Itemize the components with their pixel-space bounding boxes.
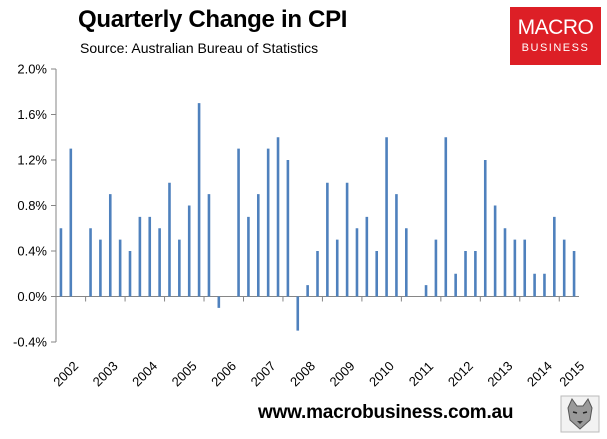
bar [454, 273, 457, 297]
macrobusiness-logo[interactable]: MACRO BUSINESS [510, 7, 601, 65]
bar [375, 251, 379, 297]
x-tick-label: 2010 [366, 358, 397, 389]
bar [533, 273, 536, 297]
bar [355, 228, 359, 297]
bar [444, 137, 448, 297]
bar [276, 137, 280, 297]
bar [562, 239, 566, 297]
bar [148, 216, 152, 297]
bar [256, 194, 260, 297]
bar [474, 251, 477, 297]
bar [523, 239, 527, 297]
y-tick-label: 1.6% [17, 107, 47, 122]
chart-subtitle: Source: Australian Bureau of Statistics [80, 40, 319, 56]
x-tick-label: 2002 [50, 358, 81, 389]
bar [434, 239, 438, 297]
y-tick-label: 0.4% [17, 244, 47, 259]
bar [424, 285, 428, 297]
bar [513, 239, 517, 297]
bar [464, 251, 467, 297]
bar [217, 296, 221, 308]
bar [306, 285, 309, 297]
bar [168, 182, 171, 297]
bar [178, 239, 181, 297]
bar [543, 273, 546, 297]
x-tick-label: 2008 [287, 358, 318, 389]
bar [326, 182, 329, 297]
bar [89, 228, 92, 297]
x-axis: 2002 2003 2004 2005 2006 2007 2008 2009 2010 2011… [50, 296, 587, 389]
bar [187, 205, 191, 297]
bar [335, 239, 339, 297]
x-tick-label: 2015 [556, 358, 587, 389]
bar [365, 216, 369, 297]
bar [316, 251, 319, 297]
x-tick-label: 2014 [524, 358, 555, 389]
bar [138, 216, 142, 297]
bar [385, 137, 388, 297]
y-tick-label: 0.0% [17, 289, 47, 304]
bar [197, 103, 201, 297]
bar [158, 228, 161, 297]
logo-text-business: BUSINESS [521, 42, 590, 54]
bar [207, 194, 211, 297]
bars [59, 103, 576, 331]
cpi-bar-chart: 2.0%1.6%1.2%0.8%0.4%0.0%-0.4% 2002 2003 20… [13, 62, 587, 390]
bar [493, 205, 497, 297]
x-tick-label: 2009 [327, 358, 358, 389]
logo-text-macro: MACRO [517, 16, 594, 39]
bar [483, 160, 487, 297]
bar [247, 216, 250, 297]
x-tick-label: 2004 [129, 358, 160, 389]
bar [286, 160, 290, 297]
chart-title: Quarterly Change in CPI [78, 6, 348, 33]
bar [503, 228, 507, 297]
bar [266, 148, 270, 297]
x-tick-label: 2003 [90, 358, 121, 389]
bar [69, 148, 73, 297]
y-axis: 2.0% 1.6% 1.2% 0.8% 0.4% 0.0% -0.4% [13, 62, 57, 350]
x-tick-label: 2011 [406, 359, 436, 389]
y-tick-label: 1.2% [17, 153, 47, 168]
x-tick-label: 2012 [445, 358, 476, 389]
bar [395, 194, 398, 297]
x-tick-label: 2013 [484, 358, 515, 389]
bar [572, 251, 576, 297]
wolf-icon [560, 395, 600, 433]
y-tick-label: -0.4% [13, 335, 47, 350]
bar [59, 228, 63, 297]
bar [296, 296, 300, 331]
bar [345, 182, 349, 297]
bar [237, 148, 240, 297]
website-url[interactable]: www.macrobusiness.com.au [258, 402, 514, 423]
bar [99, 239, 102, 297]
x-tick-label: 2007 [248, 358, 279, 389]
y-tick-label: 0.8% [17, 198, 47, 213]
bar [553, 216, 556, 297]
bar [108, 194, 112, 297]
bar [128, 251, 132, 297]
bar [118, 239, 122, 297]
bar [405, 228, 408, 297]
y-tick-label: 2.0% [17, 62, 47, 77]
x-tick-label: 2006 [208, 358, 239, 389]
x-tick-label: 2005 [169, 358, 200, 389]
